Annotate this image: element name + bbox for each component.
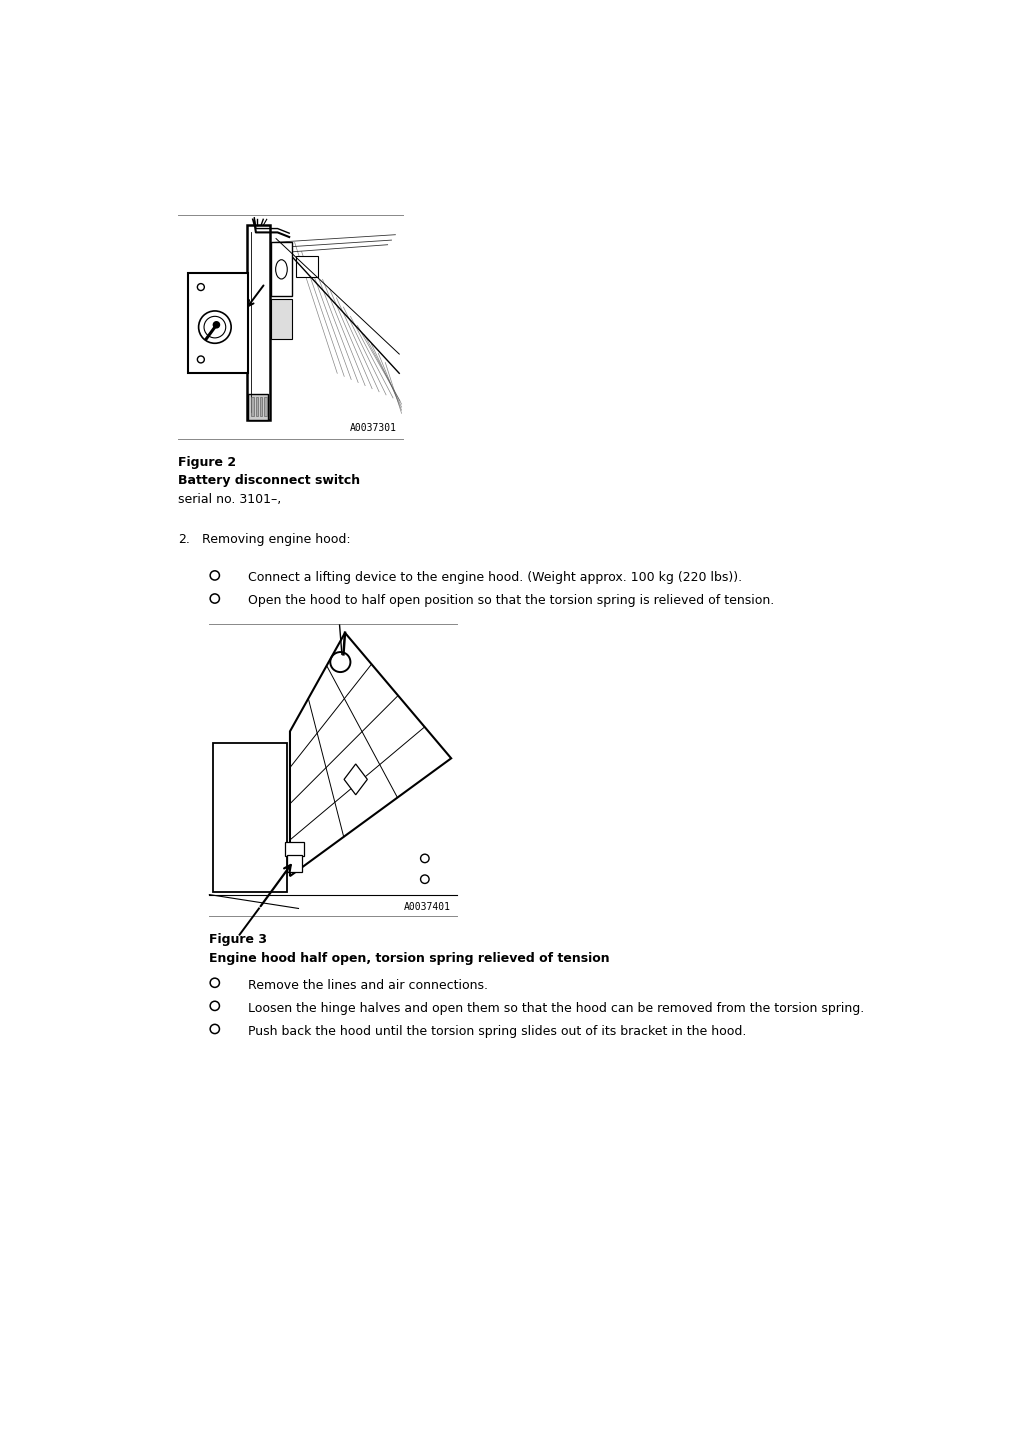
Bar [248, 394, 268, 420]
Text: Loosen the hinge halves and open them so that the hood can be removed from the t: Loosen the hinge halves and open them so… [248, 1001, 864, 1014]
Bar [271, 242, 292, 296]
Text: Figure 2: Figure 2 [178, 455, 237, 468]
Bar [296, 256, 317, 277]
Bar [251, 397, 254, 416]
Bar [271, 298, 292, 339]
Text: Engine hood half open, torsion spring relieved of tension: Engine hood half open, torsion spring re… [209, 952, 610, 965]
Bar [264, 397, 266, 416]
Polygon shape [290, 633, 452, 877]
Bar [286, 842, 304, 856]
Bar [287, 855, 302, 871]
Text: serial no. 3101–,: serial no. 3101–, [178, 493, 282, 506]
Text: A0037301: A0037301 [350, 423, 397, 433]
Text: 2.: 2. [178, 533, 190, 546]
Bar [256, 397, 258, 416]
Bar [213, 743, 287, 891]
Text: Removing engine hood:: Removing engine hood: [202, 533, 350, 546]
Text: Open the hood to half open position so that the torsion spring is relieved of te: Open the hood to half open position so t… [248, 594, 774, 607]
Bar [187, 274, 248, 374]
Circle shape [213, 322, 219, 327]
Bar [247, 225, 270, 420]
Ellipse shape [275, 259, 288, 280]
Text: Battery disconnect switch: Battery disconnect switch [178, 474, 360, 487]
Text: Push back the hood until the torsion spring slides out of its bracket in the hoo: Push back the hood until the torsion spr… [248, 1024, 746, 1037]
Bar [260, 397, 262, 416]
Text: Remove the lines and air connections.: Remove the lines and air connections. [248, 978, 488, 991]
Text: A0037401: A0037401 [404, 901, 452, 911]
Text: Figure 3: Figure 3 [209, 933, 267, 946]
Text: Connect a lifting device to the engine hood. (Weight approx. 100 kg (220 lbs)).: Connect a lifting device to the engine h… [248, 571, 742, 584]
Polygon shape [344, 764, 368, 796]
